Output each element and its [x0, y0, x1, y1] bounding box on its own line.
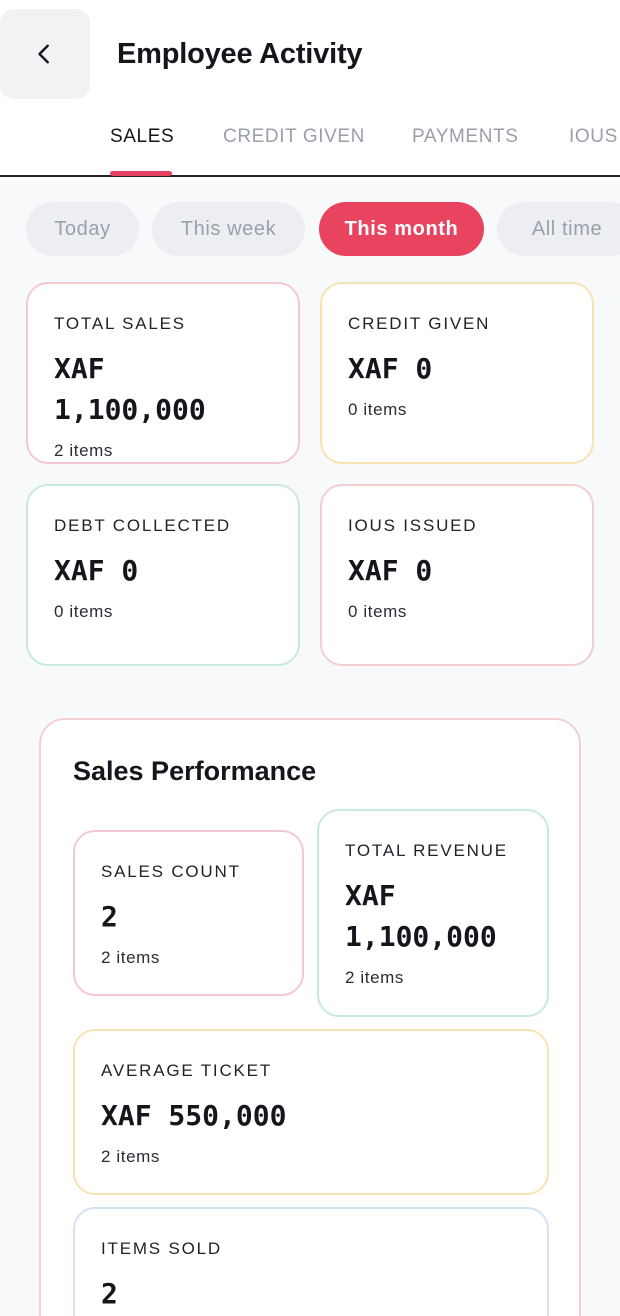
- card-sub: 2 items: [54, 441, 113, 460]
- tab-ious[interactable]: IOUS: [569, 126, 618, 147]
- card-value: XAF 1,100,000: [54, 352, 206, 426]
- period-filter-bar: Today This week This month All time: [0, 202, 620, 256]
- card-value: XAF 550,000: [101, 1099, 287, 1132]
- card-sub: 2 items: [101, 948, 160, 967]
- sales-count-card[interactable]: SALES COUNT 2 2 items: [73, 830, 304, 996]
- card-value: XAF 0: [54, 554, 139, 587]
- back-button[interactable]: [0, 9, 90, 99]
- tab-credit-given[interactable]: CREDIT GIVEN: [223, 126, 365, 147]
- page-title: Employee Activity: [117, 38, 363, 70]
- card-label: AVERAGE TICKET: [101, 1061, 272, 1080]
- tab-bar: SALES CREDIT GIVEN PAYMENTS IOUS: [0, 120, 620, 176]
- card-label: TOTAL SALES: [54, 314, 186, 333]
- section-title: Sales Performance: [73, 756, 317, 786]
- total-sales-card[interactable]: TOTAL SALES XAF 1,100,000 2 items: [26, 282, 300, 464]
- ious-issued-card[interactable]: IOUS ISSUED XAF 0 0 items: [320, 484, 594, 666]
- tab-payments[interactable]: PAYMENTS: [412, 126, 519, 147]
- debt-collected-card[interactable]: DEBT COLLECTED XAF 0 0 items: [26, 484, 300, 666]
- card-value: 2: [101, 1277, 118, 1310]
- card-value: XAF 0: [348, 554, 433, 587]
- total-revenue-card[interactable]: TOTAL REVENUE XAF 1,100,000 2 items: [317, 809, 549, 1017]
- card-label: IOUS ISSUED: [348, 516, 478, 535]
- card-sub: 0 items: [54, 602, 113, 621]
- app-header: Employee Activity SALES CREDIT GIVEN PAY…: [0, 0, 620, 177]
- active-tab-indicator: [110, 171, 172, 176]
- average-ticket-card[interactable]: AVERAGE TICKET XAF 550,000 2 items: [73, 1029, 549, 1195]
- filter-all-time[interactable]: All time: [497, 202, 620, 256]
- chevron-left-icon: [38, 44, 49, 64]
- filter-this-month[interactable]: This month: [319, 202, 484, 256]
- filter-this-week[interactable]: This week: [152, 202, 305, 256]
- card-sub: 0 items: [348, 400, 407, 419]
- card-sub: 0 items: [348, 602, 407, 621]
- card-value: 2: [101, 900, 118, 933]
- credit-given-card[interactable]: CREDIT GIVEN XAF 0 0 items: [320, 282, 594, 464]
- items-sold-card[interactable]: ITEMS SOLD 2: [73, 1207, 549, 1316]
- card-value: XAF 1,100,000: [345, 879, 497, 953]
- card-label: DEBT COLLECTED: [54, 516, 231, 535]
- card-label: ITEMS SOLD: [101, 1239, 222, 1258]
- card-value: XAF 0: [348, 352, 433, 385]
- card-sub: 2 items: [345, 968, 404, 987]
- card-label: CREDIT GIVEN: [348, 314, 491, 333]
- card-label: TOTAL REVENUE: [345, 841, 508, 860]
- filter-today[interactable]: Today: [26, 202, 139, 256]
- card-sub: 2 items: [101, 1147, 160, 1166]
- tab-sales[interactable]: SALES: [110, 126, 175, 147]
- card-label: SALES COUNT: [101, 862, 241, 881]
- sales-performance-panel: Sales Performance SALES COUNT 2 2 items …: [39, 718, 581, 1316]
